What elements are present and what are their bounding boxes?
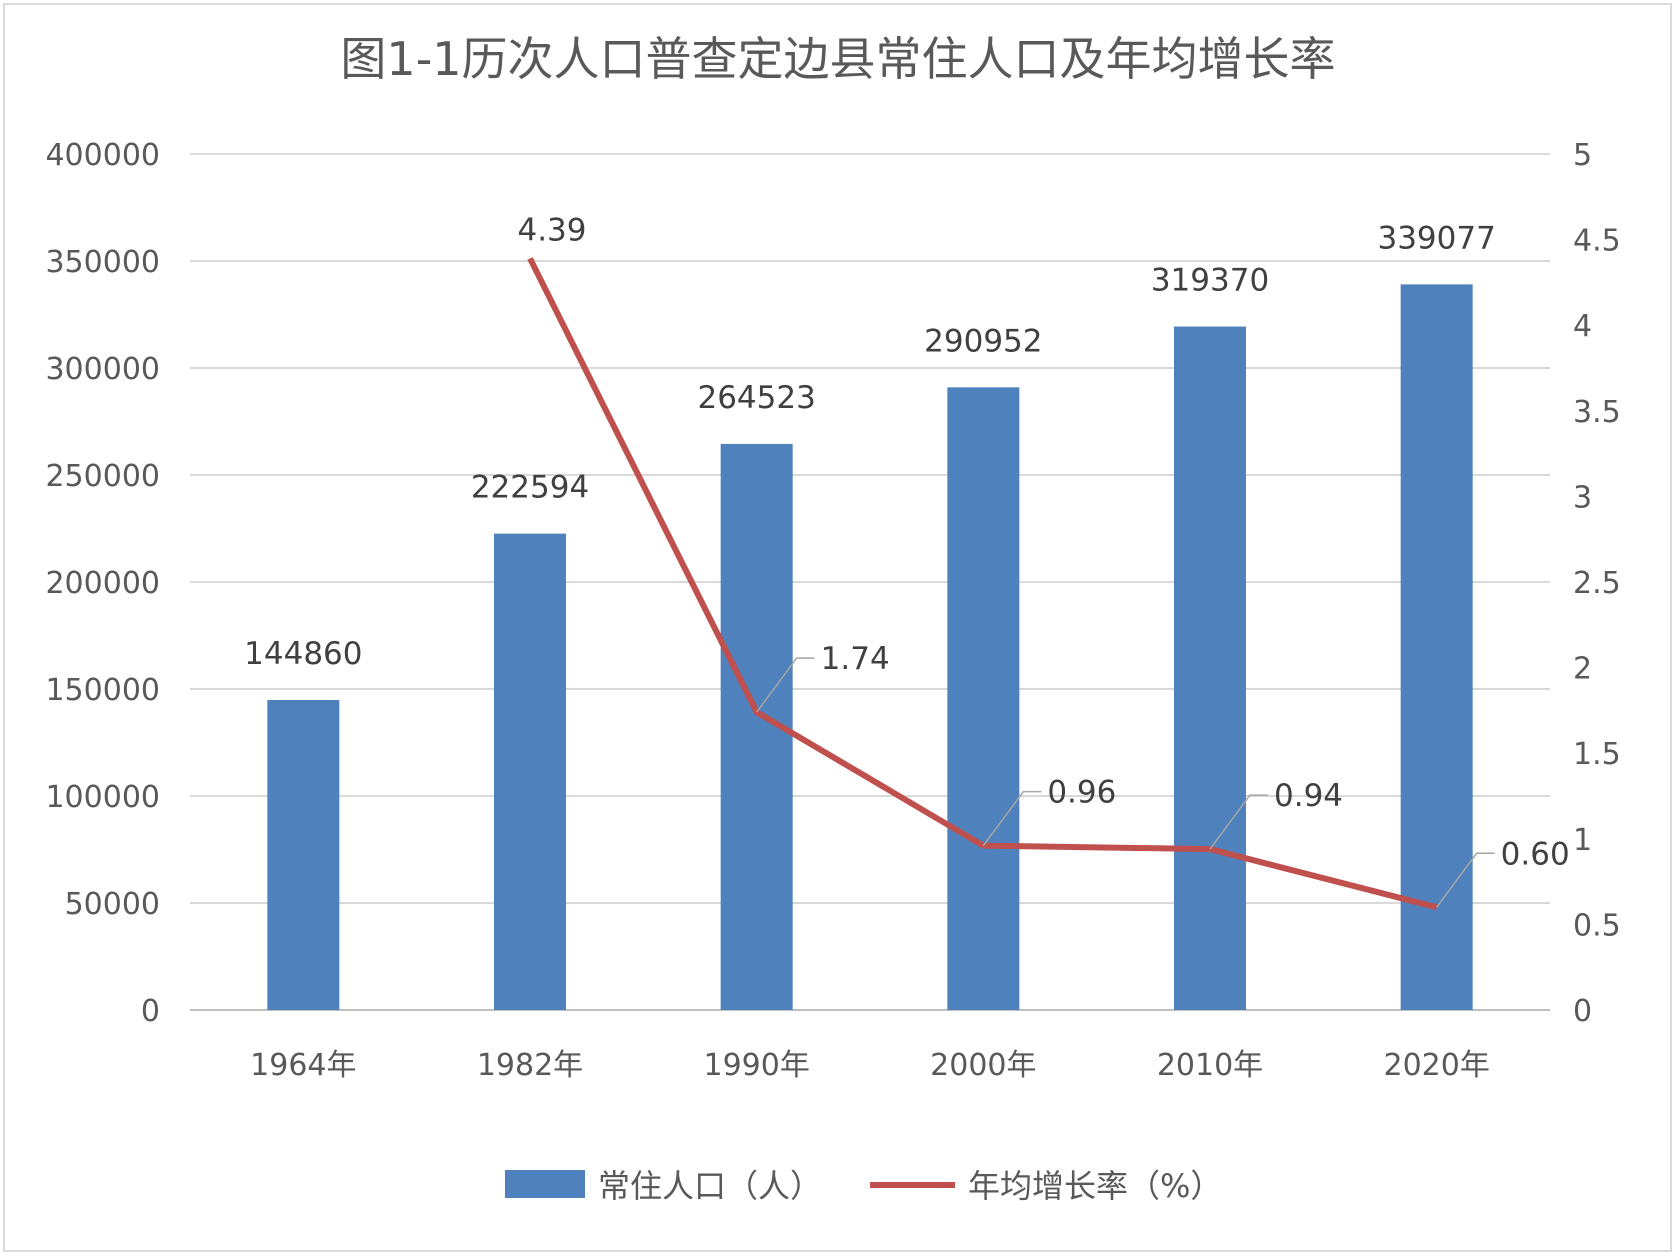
left-tick-label: 100000 [45, 780, 160, 815]
leader-line [982, 790, 1042, 847]
bar-data-label: 264523 [697, 380, 815, 416]
right-tick-label: 2 [1573, 652, 1592, 687]
left-axis-ticks: 0 50000 100000 150000 200000 250000 300000 3500… [45, 138, 160, 1029]
bar-data-label: 144860 [244, 636, 362, 672]
line-data-label: 0.94 [1274, 778, 1343, 814]
left-tick-label: 400000 [45, 138, 160, 173]
right-tick-label: 0 [1573, 994, 1592, 1029]
line-data-label: 1.74 [821, 641, 890, 677]
right-tick-label: 1 [1573, 823, 1592, 858]
left-tick-label: 300000 [45, 352, 160, 387]
left-tick-label: 50000 [65, 887, 160, 922]
x-tick-label: 2020年 [1383, 1048, 1489, 1083]
right-tick-label: 4 [1573, 309, 1592, 344]
x-tick-label: 2000年 [930, 1048, 1036, 1083]
left-tick-label: 250000 [45, 459, 160, 494]
right-tick-label: 2.5 [1573, 566, 1621, 601]
leader-line [756, 657, 815, 713]
legend-label-growth-rate: 年均增长率（%） [968, 1167, 1222, 1205]
line-data-label: 0.96 [1047, 775, 1116, 811]
right-tick-label: 5 [1573, 138, 1592, 173]
right-tick-label: 1.5 [1573, 737, 1621, 772]
gridlines [190, 153, 1550, 1011]
bar [267, 699, 340, 1010]
x-tick-label: 1990年 [703, 1048, 809, 1083]
bar-data-label: 339077 [1377, 220, 1495, 256]
x-tick-label: 2010年 [1157, 1048, 1263, 1083]
bar [1400, 284, 1473, 1010]
right-tick-label: 3.5 [1573, 395, 1621, 430]
bar-data-label: 222594 [471, 470, 589, 506]
chart-title: 图1-1历次人口普查定边县常住人口及年均增长率 [340, 32, 1335, 86]
bar [1174, 326, 1246, 1010]
legend-label-population: 常住人口（人） [598, 1167, 822, 1205]
right-tick-label: 4.5 [1573, 224, 1621, 259]
right-tick-label: 3 [1573, 480, 1592, 515]
bar-data-label: 290952 [924, 323, 1042, 359]
left-tick-label: 0 [141, 994, 160, 1029]
x-tick-label: 1982年 [477, 1048, 583, 1083]
x-axis-ticks: 1964年 1982年 1990年 2000年 2010年 2020年 [250, 1048, 1490, 1083]
legend-swatch-population [505, 1170, 585, 1198]
bar-data-label: 319370 [1151, 263, 1269, 299]
bar-data-labels: 144860 222594 264523 290952 319370 339077 [244, 220, 1496, 672]
leader-line [1436, 852, 1495, 908]
leader-line [1209, 794, 1268, 850]
left-tick-label: 150000 [45, 673, 160, 708]
left-tick-label: 200000 [45, 566, 160, 601]
line-data-label: 0.60 [1501, 836, 1570, 872]
left-tick-label: 350000 [45, 245, 160, 280]
right-axis-ticks: 0 0.5 1 1.5 2 2.5 3 3.5 4 4.5 5 [1573, 138, 1621, 1029]
legend: 常住人口（人） 年均增长率（%） [505, 1167, 1222, 1205]
line-data-label: 4.39 [517, 212, 586, 248]
bar [494, 533, 566, 1010]
x-tick-label: 1964年 [250, 1048, 356, 1083]
chart-frame [3, 3, 1672, 1252]
bar [947, 387, 1020, 1010]
right-tick-label: 0.5 [1573, 908, 1621, 943]
line-data-labels: 4.39 1.74 0.96 0.94 0.60 [517, 212, 1570, 908]
